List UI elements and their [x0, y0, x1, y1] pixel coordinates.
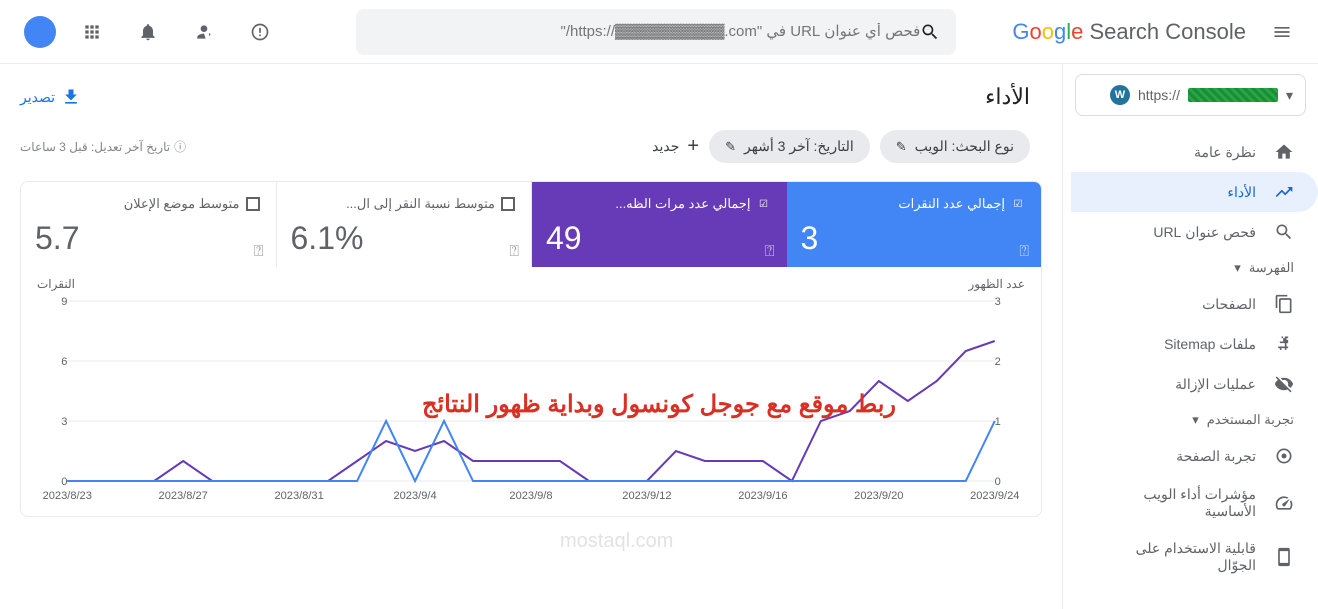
download-icon — [61, 87, 81, 107]
svg-text:2023/9/8: 2023/9/8 — [509, 490, 552, 502]
svg-text:2023/9/12: 2023/9/12 — [622, 490, 671, 502]
nav-label: مؤشرات أداء الويب الأساسية — [1095, 486, 1256, 520]
export-button[interactable]: تصدير — [20, 87, 81, 107]
sidebar-section-indexing[interactable]: الفهرسة▾ — [1063, 252, 1318, 284]
nav-label: عمليات الإزالة — [1175, 376, 1256, 393]
svg-text:2023/9/20: 2023/9/20 — [854, 490, 903, 502]
date-filter[interactable]: التاريخ: آخر 3 أشهر ✎ — [709, 130, 870, 163]
speed-icon — [1274, 493, 1294, 513]
sidebar-item-removals[interactable]: عمليات الإزالة — [1071, 364, 1318, 404]
circle-icon — [1274, 446, 1294, 466]
notifications-icon[interactable] — [128, 12, 168, 52]
export-label: تصدير — [20, 89, 55, 106]
svg-text:2023/8/31: 2023/8/31 — [274, 490, 323, 502]
property-url-prefix: https:// — [1138, 87, 1180, 103]
overlay-annotation: ربط موقع مع جوجل كونسول وبداية ظهور النت… — [422, 390, 896, 419]
phone-icon — [1274, 547, 1294, 567]
svg-text:2023/8/23: 2023/8/23 — [43, 490, 92, 502]
nav-label: تجربة الصفحة — [1176, 448, 1256, 465]
metric-total-clicks[interactable]: ☑إجمالي عدد النقرات 3 ⍰ — [787, 182, 1042, 267]
hamburger-menu-icon[interactable] — [1262, 12, 1302, 52]
metric-avg-position[interactable]: متوسط موضع الإعلان 5.7 ⍰ — [21, 182, 277, 267]
chart-y-right-label: النقرات — [37, 277, 75, 291]
trending-icon — [1274, 182, 1294, 202]
nav-label: نظرة عامة — [1194, 144, 1256, 161]
pencil-icon: ✎ — [725, 139, 736, 155]
svg-text:3: 3 — [995, 296, 1001, 308]
search-icon — [920, 22, 940, 42]
svg-text:6: 6 — [61, 356, 67, 368]
chart-y-left-label: عدد الظهور — [969, 277, 1026, 291]
url-inspection-search[interactable] — [356, 9, 956, 55]
sidebar-item-url-inspection[interactable]: فحص عنوان URL — [1071, 212, 1318, 252]
wordpress-icon: W — [1110, 85, 1130, 105]
sidebar-item-page-experience[interactable]: تجربة الصفحة — [1071, 436, 1318, 476]
add-filter-button[interactable]: + جديد — [652, 135, 699, 158]
svg-text:3: 3 — [61, 416, 67, 428]
visibility-off-icon — [1274, 374, 1294, 394]
help-icon[interactable] — [240, 12, 280, 52]
nav-label: ملفات Sitemap — [1164, 336, 1256, 353]
nav-label: فحص عنوان URL — [1153, 224, 1256, 241]
search-type-filter[interactable]: نوع البحث: الويب ✎ — [880, 130, 1030, 163]
sidebar-item-cwv[interactable]: مؤشرات أداء الويب الأساسية — [1071, 476, 1318, 530]
last-modified-text: ⓘ تاريخ آخر تعديل: قبل 3 ساعات — [20, 138, 186, 155]
svg-text:2023/9/16: 2023/9/16 — [738, 490, 787, 502]
pages-icon — [1274, 294, 1294, 314]
property-selector[interactable]: ▾ https:// W — [1075, 74, 1306, 116]
performance-card: ☑إجمالي عدد النقرات 3 ⍰ ☑إجمالي عدد مرات… — [20, 181, 1042, 517]
sidebar-item-overview[interactable]: نظرة عامة — [1071, 132, 1318, 172]
nav-label: قابلية الاستخدام على الجوّال — [1095, 540, 1256, 574]
svg-text:9: 9 — [61, 296, 67, 308]
sidebar: ▾ https:// W نظرة عامة الأداء فحص عنوان … — [1062, 64, 1318, 609]
main-content: الأداء تصدير نوع البحث: الويب ✎ التاريخ:… — [0, 64, 1062, 609]
sitemap-icon — [1274, 334, 1294, 354]
svg-text:2023/9/24: 2023/9/24 — [970, 490, 1019, 502]
sidebar-item-performance[interactable]: الأداء — [1071, 172, 1318, 212]
help-icon[interactable]: ⍰ — [1019, 243, 1029, 261]
svg-text:0: 0 — [61, 476, 67, 488]
sidebar-item-mobile-usability[interactable]: قابلية الاستخدام على الجوّال — [1071, 530, 1318, 584]
help-icon[interactable]: ⍰ — [509, 243, 519, 261]
svg-text:0: 0 — [995, 476, 1001, 488]
google-search-console-logo: Google Search Console — [1012, 19, 1246, 45]
apps-grid-icon[interactable] — [72, 12, 112, 52]
metric-total-impressions[interactable]: ☑إجمالي عدد مرات الظه... 49 ⍰ — [532, 182, 787, 267]
redacted-domain — [1188, 88, 1278, 102]
svg-text:2023/9/4: 2023/9/4 — [393, 490, 436, 502]
metric-avg-ctr[interactable]: متوسط نسبة النقر إلى ال... 6.1% ⍰ — [277, 182, 533, 267]
settings-user-icon[interactable] — [184, 12, 224, 52]
chevron-down-icon: ▾ — [1286, 87, 1293, 104]
help-icon[interactable]: ⍰ — [765, 243, 775, 261]
svg-text:1: 1 — [995, 416, 1001, 428]
svg-text:2023/8/27: 2023/8/27 — [159, 490, 208, 502]
url-search-input[interactable] — [372, 23, 920, 40]
pencil-icon: ✎ — [896, 139, 907, 155]
sidebar-section-experience[interactable]: تجربة المستخدم▾ — [1063, 404, 1318, 436]
nav-label: الأداء — [1227, 184, 1256, 201]
page-title: الأداء — [985, 84, 1030, 110]
help-icon[interactable]: ⍰ — [254, 243, 264, 261]
sidebar-item-pages[interactable]: الصفحات — [1071, 284, 1318, 324]
home-icon — [1274, 142, 1294, 162]
nav-label: الصفحات — [1202, 296, 1256, 313]
watermark-text: mostaql.com — [560, 530, 673, 553]
search-icon — [1274, 222, 1294, 242]
svg-text:2: 2 — [995, 356, 1001, 368]
sidebar-item-sitemaps[interactable]: ملفات Sitemap — [1071, 324, 1318, 364]
user-avatar[interactable] — [24, 16, 56, 48]
